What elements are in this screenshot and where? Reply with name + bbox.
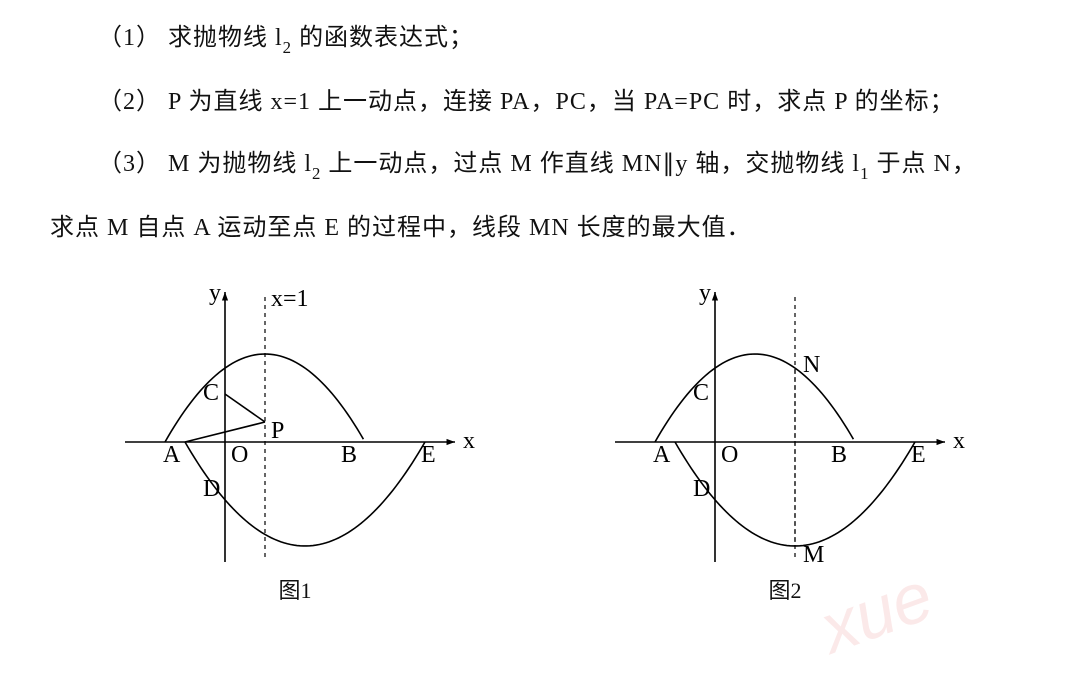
q3-part-c: 于点 N， <box>869 151 976 177</box>
svg-text:P: P <box>271 418 284 444</box>
q3-part-b: 上一动点，过点 M 作直线 MN∥y 轴，交抛物线 l <box>321 151 860 177</box>
svg-text:x: x <box>953 428 965 454</box>
svg-text:C: C <box>203 380 219 406</box>
figure-2-block: x y O A B E C D N M 图2 <box>595 272 975 607</box>
sub-1: 1 <box>860 164 869 183</box>
svg-text:O: O <box>231 442 248 468</box>
sub-2: 2 <box>283 38 292 57</box>
svg-text:x: x <box>463 428 475 454</box>
figure-1-block: x y Ox=1 A B E C D P 图1 <box>105 272 485 607</box>
svg-text:B: B <box>341 442 357 468</box>
question-3-line1: （3） M 为抛物线 l2 上一动点，过点 M 作直线 MN∥y 轴，交抛物线 … <box>50 146 1030 184</box>
figure-1-caption: 图1 <box>278 574 311 607</box>
q1-part-b: 的函数表达式； <box>292 25 474 51</box>
svg-text:E: E <box>911 442 926 468</box>
svg-text:E: E <box>421 442 436 468</box>
problem-text: （1） 求抛物线 l2 的函数表达式； （2） P 为直线 x=1 上一动点，连… <box>50 20 1030 246</box>
svg-text:y: y <box>209 280 221 306</box>
figures-row: x y Ox=1 A B E C D P 图1 x y O A B E C D N M 图2 <box>50 272 1030 607</box>
q3-part-a: （3） M 为抛物线 l <box>98 151 312 177</box>
figure-2-svg: x y O A B E C D N M <box>595 272 975 572</box>
svg-text:M: M <box>803 542 824 568</box>
svg-text:D: D <box>203 476 220 502</box>
question-1: （1） 求抛物线 l2 的函数表达式； <box>50 20 1030 58</box>
sub-2b: 2 <box>312 164 321 183</box>
svg-text:x=1: x=1 <box>271 286 309 312</box>
figure-2-caption: 图2 <box>768 574 801 607</box>
q1-part-a: （1） 求抛物线 l <box>98 25 283 51</box>
svg-text:B: B <box>831 442 847 468</box>
svg-text:y: y <box>699 280 711 306</box>
question-3-line2: 求点 M 自点 A 运动至点 E 的过程中，线段 MN 长度的最大值． <box>50 210 1030 246</box>
svg-text:A: A <box>653 442 671 468</box>
svg-text:O: O <box>721 442 738 468</box>
svg-text:C: C <box>693 380 709 406</box>
svg-text:N: N <box>803 352 820 378</box>
figure-1-svg: x y Ox=1 A B E C D P <box>105 272 485 572</box>
svg-text:A: A <box>163 442 181 468</box>
question-2: （2） P 为直线 x=1 上一动点，连接 PA，PC，当 PA=PC 时，求点… <box>50 84 1030 120</box>
svg-text:D: D <box>693 476 710 502</box>
